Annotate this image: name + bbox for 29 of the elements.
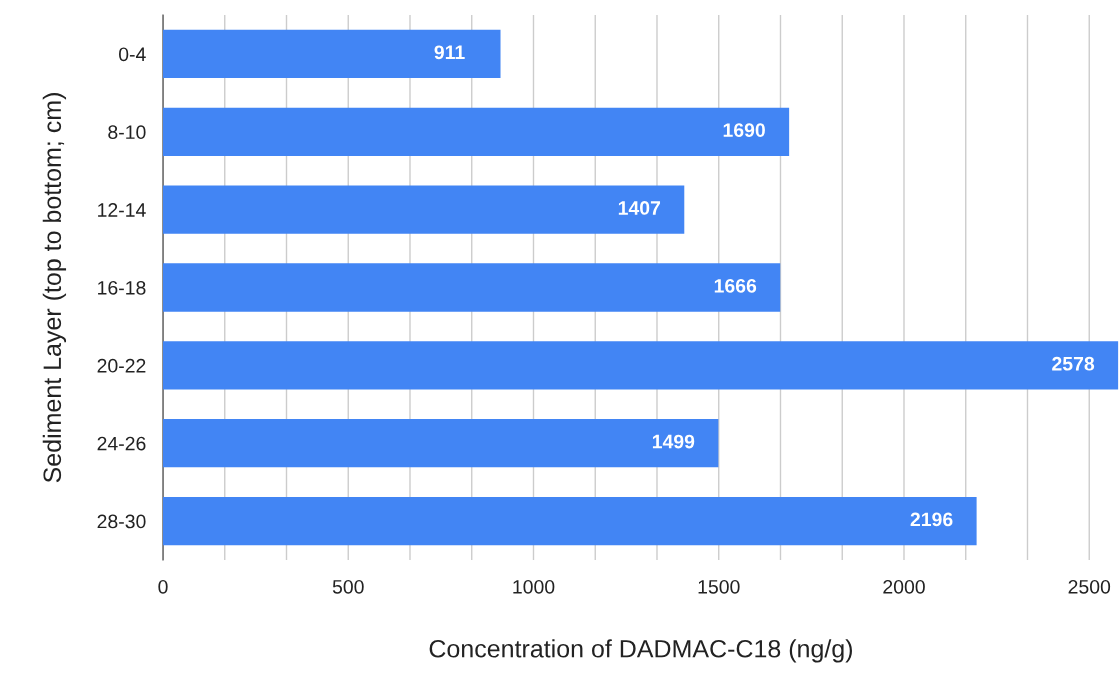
x-tick-label: 500 — [332, 579, 364, 594]
bar — [163, 419, 719, 468]
x-tick-label: 2000 — [883, 579, 925, 594]
y-tick-label: 8-10 — [108, 125, 146, 140]
bar — [163, 29, 501, 79]
y-tick-label: 20-22 — [97, 358, 146, 373]
data-label: 1690 — [723, 123, 765, 138]
x-tick-label: 1000 — [513, 579, 555, 594]
y-tick-label: 28-30 — [97, 514, 146, 529]
bar — [163, 107, 790, 156]
data-label: 2196 — [910, 512, 953, 527]
data-label: 1499 — [652, 434, 695, 449]
data-label: 1666 — [714, 278, 757, 293]
x-tick-label: 2500 — [1068, 579, 1111, 594]
bar — [163, 263, 781, 312]
x-tick-label: 0 — [158, 579, 168, 594]
x-tick-label: 1500 — [698, 579, 740, 594]
y-tick-label: 16-18 — [98, 280, 146, 295]
y-tick-label: 24-26 — [97, 436, 146, 451]
y-tick-label: 0-4 — [118, 47, 146, 62]
data-label: 2578 — [1052, 356, 1095, 371]
bar — [163, 185, 685, 234]
bar — [163, 341, 1119, 390]
x-axis-title: Concentration of DADMAC-C18 (ng/g) — [429, 639, 852, 663]
y-axis-title: Sediment Layer (top to bottom; cm) — [42, 93, 67, 483]
bar — [163, 496, 977, 546]
data-label: 1407 — [618, 201, 661, 215]
y-tick-label: 12-14 — [98, 203, 146, 217]
data-label: 911 — [434, 45, 465, 60]
